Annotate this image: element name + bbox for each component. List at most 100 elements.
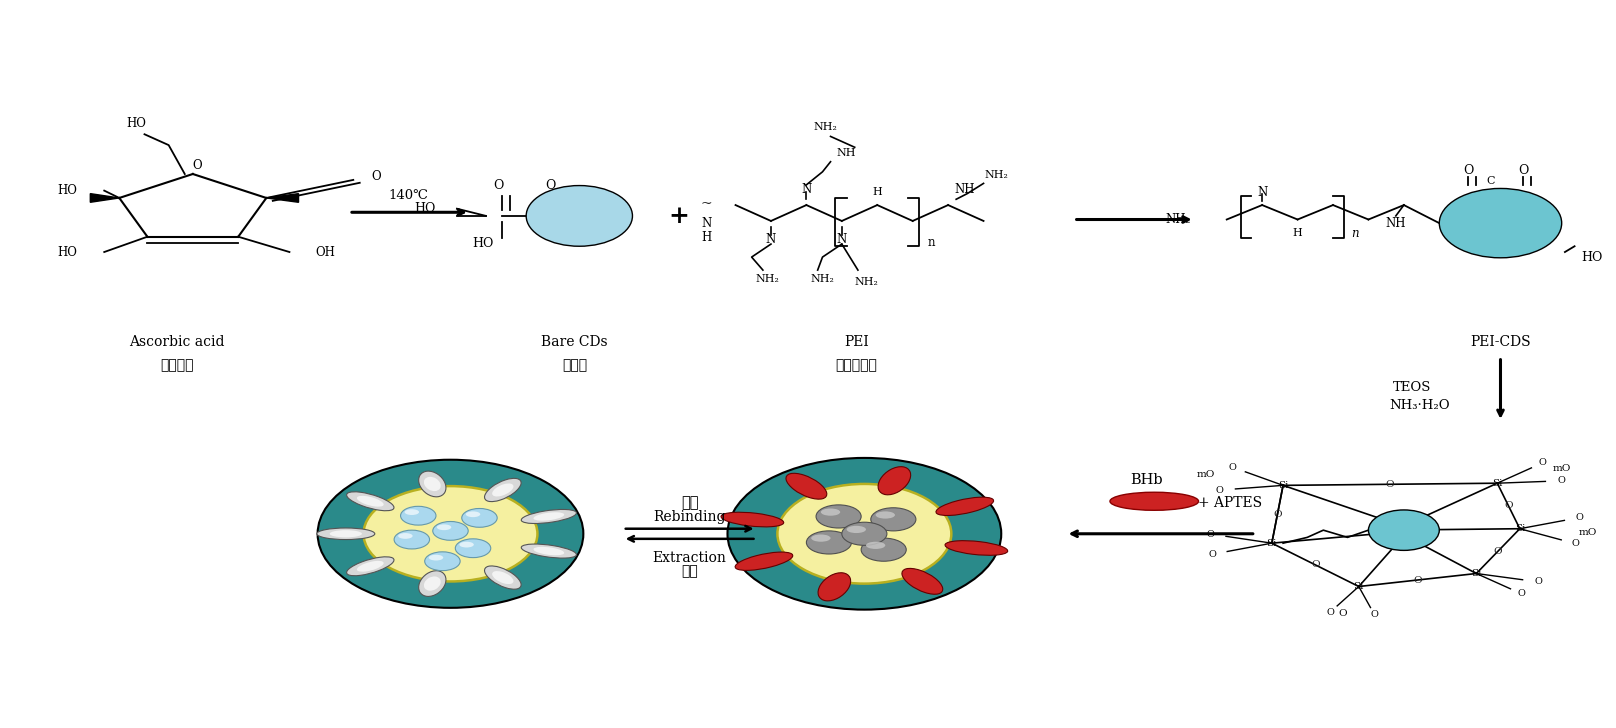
Text: O: O bbox=[1387, 480, 1395, 488]
Text: O: O bbox=[1534, 577, 1542, 586]
Ellipse shape bbox=[777, 484, 952, 584]
Polygon shape bbox=[267, 194, 299, 202]
Text: O: O bbox=[192, 159, 202, 172]
Text: H: H bbox=[701, 231, 711, 244]
Text: O: O bbox=[1462, 164, 1474, 177]
Ellipse shape bbox=[462, 508, 498, 527]
Ellipse shape bbox=[818, 573, 850, 601]
Polygon shape bbox=[90, 194, 120, 202]
Ellipse shape bbox=[485, 478, 520, 502]
Text: 分离: 分离 bbox=[682, 564, 698, 578]
Ellipse shape bbox=[423, 577, 441, 590]
Ellipse shape bbox=[346, 557, 394, 576]
Text: O: O bbox=[1517, 164, 1529, 177]
Text: HO: HO bbox=[1582, 251, 1603, 264]
Text: O: O bbox=[1370, 610, 1378, 619]
Ellipse shape bbox=[419, 471, 446, 496]
Ellipse shape bbox=[902, 569, 942, 594]
Text: O: O bbox=[1571, 539, 1579, 548]
Text: Si: Si bbox=[1492, 479, 1503, 488]
Text: O: O bbox=[1228, 463, 1236, 472]
Text: NH: NH bbox=[953, 183, 974, 196]
Text: HO: HO bbox=[126, 117, 147, 130]
Text: H: H bbox=[1293, 228, 1302, 237]
Text: 结合: 结合 bbox=[680, 496, 698, 510]
Ellipse shape bbox=[425, 552, 461, 571]
Ellipse shape bbox=[428, 555, 443, 561]
Text: C: C bbox=[1487, 176, 1495, 186]
Text: n: n bbox=[1351, 227, 1359, 240]
Ellipse shape bbox=[727, 458, 1002, 609]
Ellipse shape bbox=[876, 511, 895, 518]
Text: mO: mO bbox=[1579, 528, 1597, 537]
Ellipse shape bbox=[330, 530, 362, 537]
Ellipse shape bbox=[493, 571, 514, 584]
Text: NH₂: NH₂ bbox=[814, 122, 837, 132]
Text: O: O bbox=[1207, 529, 1215, 539]
Text: O: O bbox=[1538, 458, 1547, 467]
Ellipse shape bbox=[816, 505, 861, 528]
Ellipse shape bbox=[735, 552, 793, 570]
Text: 140℃: 140℃ bbox=[388, 189, 428, 202]
Ellipse shape bbox=[404, 509, 419, 515]
Text: O: O bbox=[1273, 510, 1281, 519]
Ellipse shape bbox=[433, 521, 469, 540]
Ellipse shape bbox=[866, 542, 886, 549]
Ellipse shape bbox=[419, 571, 446, 596]
Text: Si: Si bbox=[1267, 539, 1277, 547]
Ellipse shape bbox=[398, 533, 412, 539]
Ellipse shape bbox=[318, 459, 583, 608]
Text: Ascorbic acid: Ascorbic acid bbox=[129, 336, 225, 349]
Ellipse shape bbox=[456, 539, 491, 558]
Ellipse shape bbox=[459, 542, 473, 547]
Text: n: n bbox=[928, 236, 934, 249]
Text: TEOS: TEOS bbox=[1393, 381, 1432, 394]
Text: N: N bbox=[701, 217, 711, 229]
Text: OH: OH bbox=[315, 245, 335, 258]
Ellipse shape bbox=[847, 526, 866, 533]
Text: N: N bbox=[1257, 186, 1267, 199]
Text: Si: Si bbox=[1354, 582, 1364, 591]
Text: H: H bbox=[873, 187, 882, 197]
Text: ~: ~ bbox=[701, 197, 713, 210]
Ellipse shape bbox=[394, 530, 430, 549]
Ellipse shape bbox=[401, 506, 436, 525]
Ellipse shape bbox=[436, 524, 451, 530]
Text: O: O bbox=[1504, 502, 1513, 510]
Text: O: O bbox=[1576, 513, 1584, 522]
Text: NH₃·H₂O: NH₃·H₂O bbox=[1390, 400, 1450, 412]
Text: N: N bbox=[837, 232, 847, 245]
Ellipse shape bbox=[357, 496, 383, 507]
Text: Si: Si bbox=[1514, 524, 1526, 533]
Ellipse shape bbox=[785, 473, 827, 499]
Ellipse shape bbox=[485, 566, 520, 589]
Text: O: O bbox=[493, 179, 504, 192]
Ellipse shape bbox=[527, 186, 632, 246]
Text: Si: Si bbox=[1471, 569, 1482, 578]
Ellipse shape bbox=[1440, 189, 1561, 258]
Ellipse shape bbox=[465, 511, 480, 517]
Text: 坑坑血酸: 坑坑血酸 bbox=[160, 358, 194, 373]
Ellipse shape bbox=[533, 547, 564, 555]
Text: mO: mO bbox=[1553, 464, 1571, 473]
Text: NH₂: NH₂ bbox=[984, 170, 1008, 180]
Ellipse shape bbox=[317, 528, 375, 539]
Ellipse shape bbox=[533, 513, 564, 521]
Text: O: O bbox=[1215, 486, 1223, 494]
Text: HO: HO bbox=[472, 237, 493, 250]
Text: +: + bbox=[669, 204, 690, 228]
Text: NH₂: NH₂ bbox=[853, 277, 877, 288]
Text: O: O bbox=[1311, 561, 1320, 569]
Text: BHb: BHb bbox=[1130, 472, 1162, 486]
Ellipse shape bbox=[357, 561, 383, 571]
Text: NH₂: NH₂ bbox=[1165, 213, 1191, 226]
Text: O: O bbox=[1517, 590, 1526, 598]
Ellipse shape bbox=[1369, 510, 1440, 550]
Text: O: O bbox=[1338, 609, 1348, 619]
Ellipse shape bbox=[861, 538, 907, 561]
Ellipse shape bbox=[346, 492, 394, 511]
Text: PEI: PEI bbox=[844, 336, 869, 349]
Ellipse shape bbox=[842, 522, 887, 545]
Text: 聚乙烯亚胺: 聚乙烯亚胺 bbox=[835, 358, 877, 373]
Ellipse shape bbox=[721, 513, 784, 527]
